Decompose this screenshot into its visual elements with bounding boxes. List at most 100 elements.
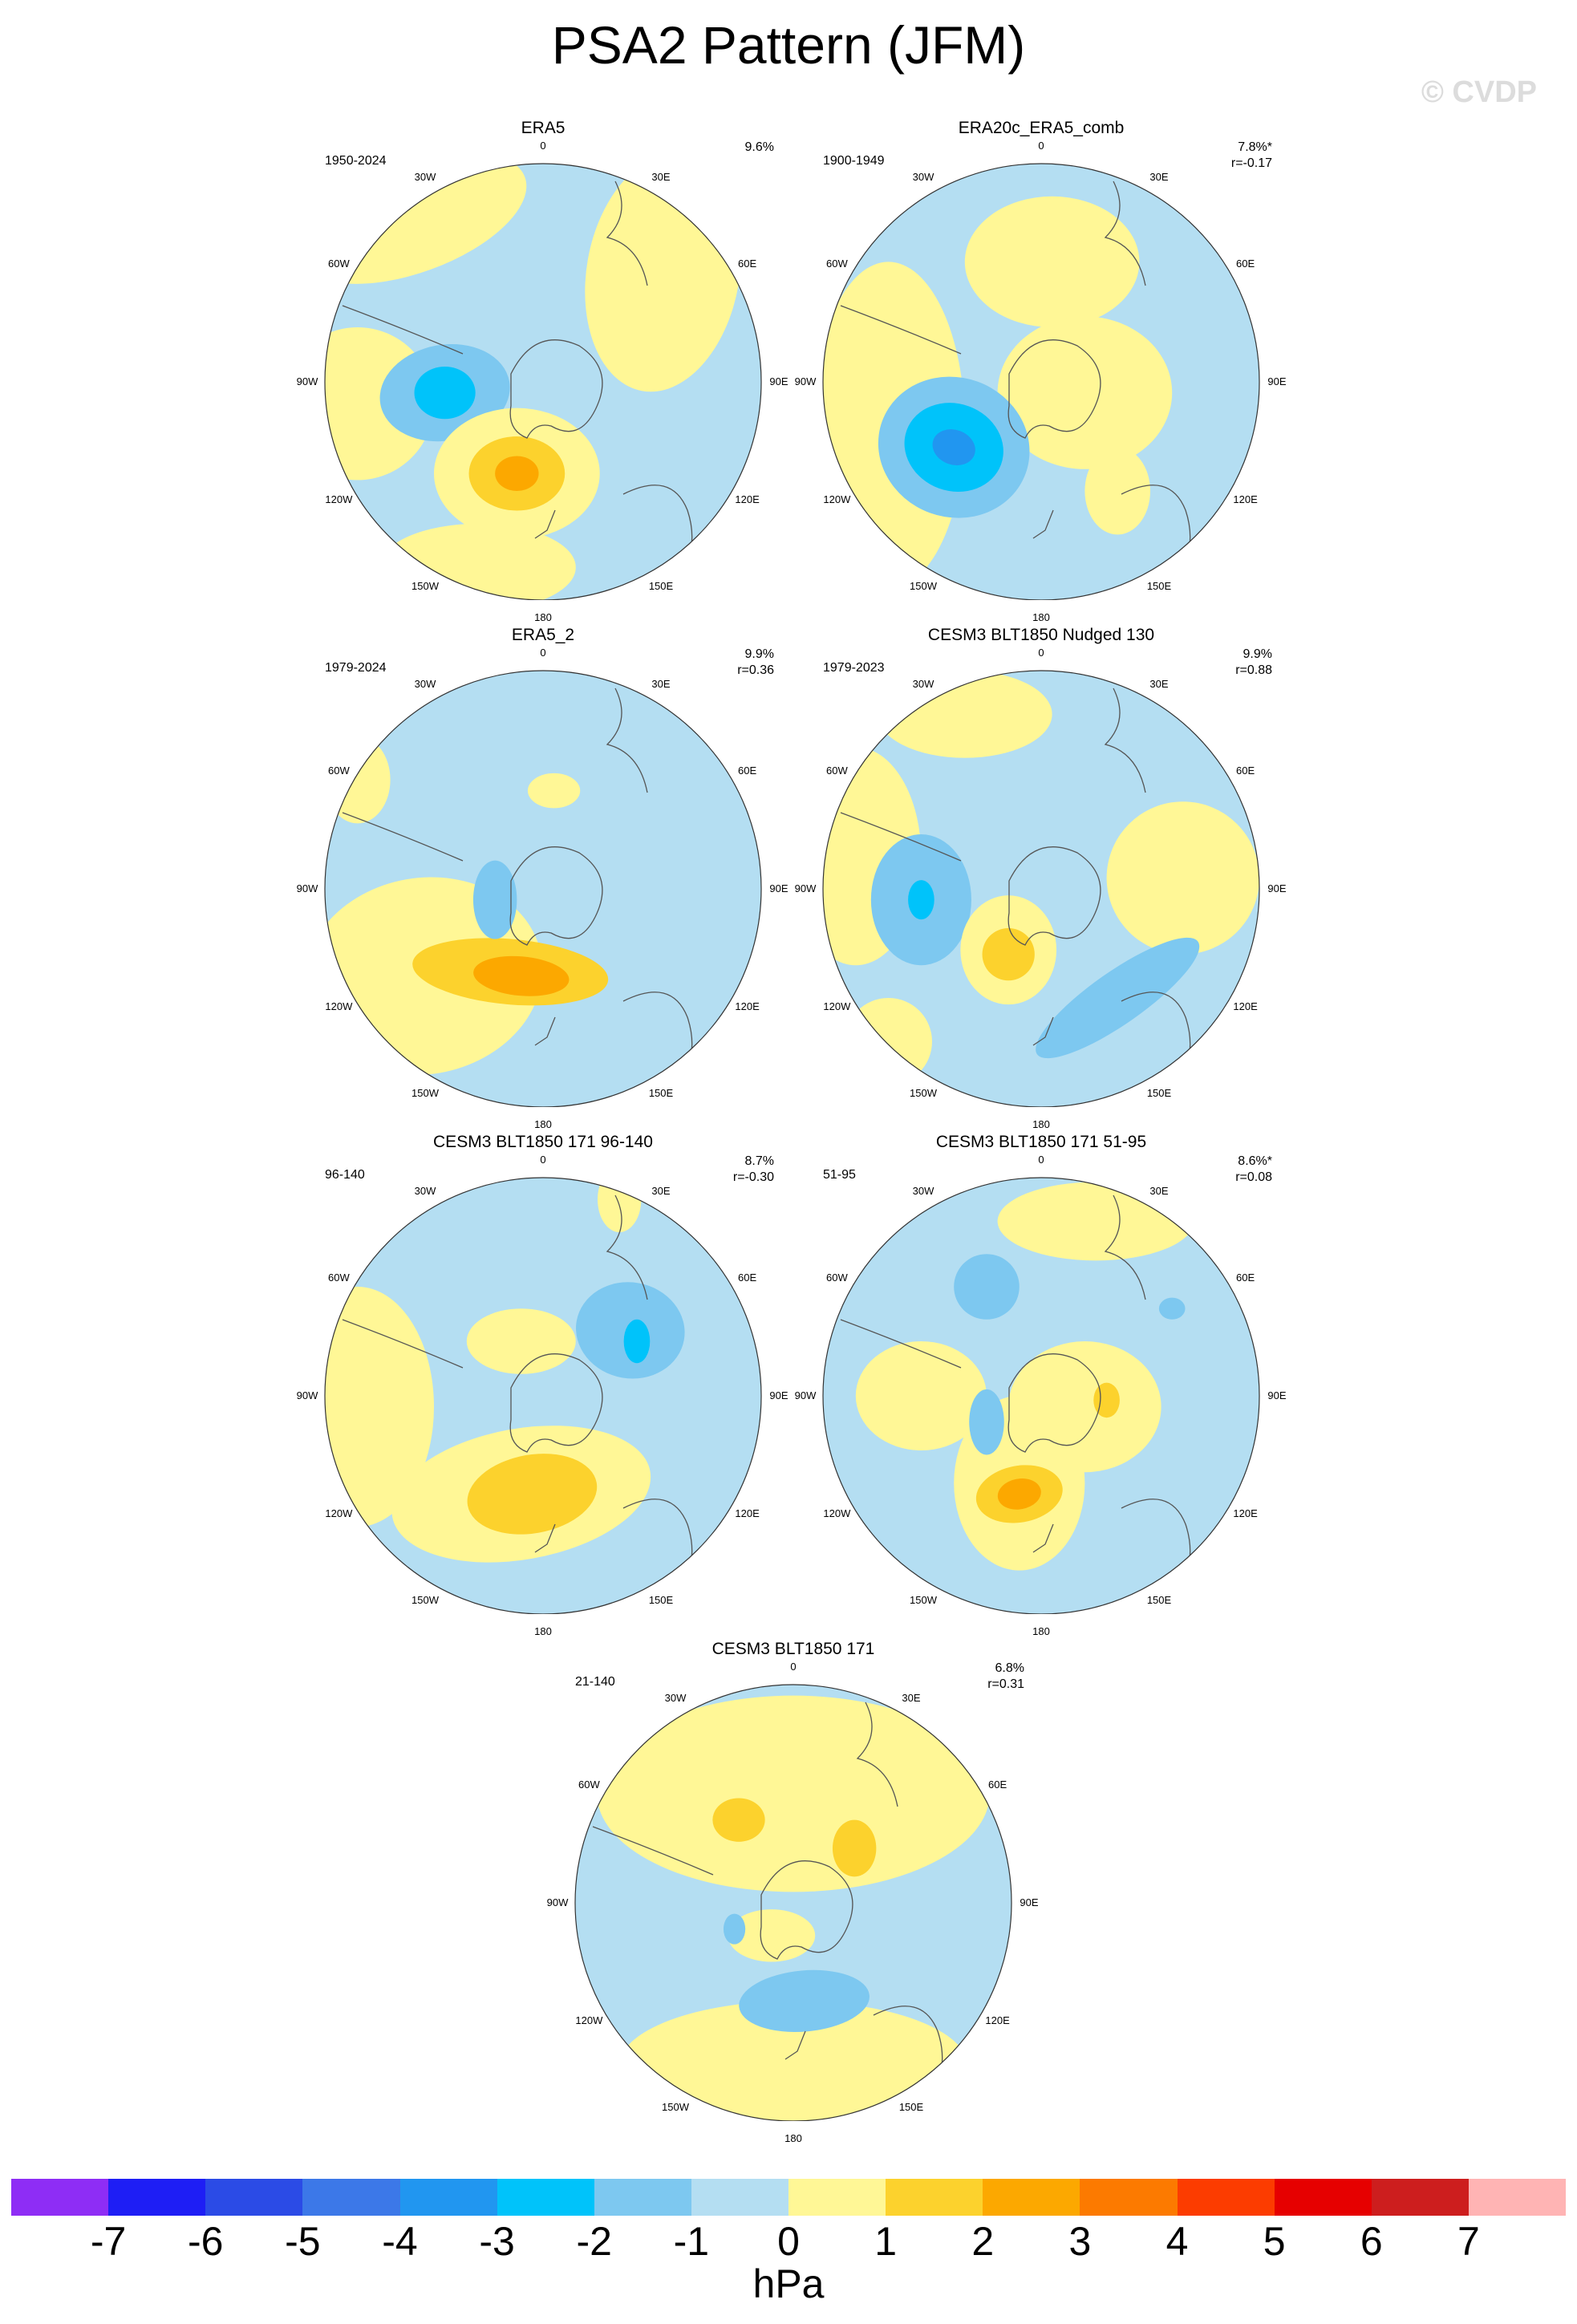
map-panel: CESM3 BLT1850 171 96-140 96-140 8.7% r=-0.3… <box>246 1133 840 1637</box>
longitude-label: 0 <box>790 1661 797 1673</box>
anomaly-contour <box>954 1254 1020 1320</box>
map-border <box>822 1177 1260 1614</box>
coastline <box>1007 1353 1101 1453</box>
colorbar-swatch <box>302 2179 400 2216</box>
coastline <box>1104 180 1146 286</box>
colorbar <box>11 2179 1566 2216</box>
longitude-label: 150E <box>648 1593 674 1606</box>
longitude-label: 30E <box>651 1185 671 1198</box>
panel-variance: 9.6% <box>744 140 774 154</box>
anomaly-contour <box>466 1308 576 1374</box>
longitude-label: 150W <box>662 2100 689 2113</box>
panel-title: CESM3 BLT1850 171 <box>711 1640 875 1658</box>
anomaly-contour <box>845 998 932 1085</box>
longitude-label: 30W <box>912 171 934 184</box>
anomaly-contour <box>1036 937 1200 1059</box>
longitude-label: 90E <box>1267 375 1287 387</box>
longitude-label: 120E <box>1233 493 1258 505</box>
colorbar-swatch <box>497 2179 594 2216</box>
colorbar-tick-label: -7 <box>90 2219 127 2264</box>
colorbar-swatch <box>399 2179 497 2216</box>
colorbar-swatch <box>1177 2179 1275 2216</box>
longitude-label: 30W <box>912 678 934 691</box>
map-border <box>324 163 762 600</box>
longitude-label: 60E <box>988 1778 1007 1791</box>
panel-variance: 7.8%* <box>1238 140 1272 154</box>
panel-years: 21-140 <box>575 1675 615 1689</box>
anomaly-contour <box>739 1969 870 2032</box>
coastline <box>606 1194 648 1300</box>
colorbar-unit: hPa <box>752 2261 825 2306</box>
anomaly-contour <box>325 1287 434 1527</box>
longitude-label: 30E <box>1149 171 1169 184</box>
longitude-label: 150E <box>898 2100 924 2113</box>
map-panel: ERA20c_ERA5_comb 1900-1949 7.8%* r=-0.17 0 30… <box>744 119 1338 623</box>
longitude-label: 0 <box>540 647 546 659</box>
colorbar-swatch <box>691 2179 788 2216</box>
anomaly-contour <box>472 860 517 939</box>
polar-map <box>574 1684 1012 2121</box>
anomaly-contour <box>723 1913 746 1945</box>
colorbar-tick-label: -3 <box>479 2219 515 2264</box>
polar-map <box>324 163 762 600</box>
colorbar-labels: -7 -6 -5 -4 -3 -2 -1 0 1 2 3 4 5 6 7 <box>0 2218 1577 2274</box>
longitude-label: 120W <box>823 1507 851 1519</box>
polar-map <box>822 670 1260 1107</box>
longitude-label: 150E <box>648 1086 674 1099</box>
longitude-label: 180 <box>534 1118 552 1130</box>
panel-variance: 8.7% <box>744 1154 774 1168</box>
coastline <box>1007 846 1101 946</box>
longitude-label: 30W <box>414 171 436 184</box>
longitude-label: 120E <box>735 1000 760 1012</box>
coastline <box>592 1826 714 1876</box>
longitude-label: 150E <box>1146 1086 1172 1099</box>
coastline <box>840 305 962 355</box>
map-panel: ERA5_2 1979-2024 9.9% r=0.36 0 30E 60E 90E 120E 1… <box>246 626 840 1130</box>
colorbar-swatch <box>983 2179 1080 2216</box>
panel-years: 1979-2023 <box>823 661 885 675</box>
longitude-label: 150W <box>411 1593 439 1606</box>
coastline <box>509 1353 603 1453</box>
coastline <box>606 180 648 286</box>
colorbar-swatch <box>1274 2179 1372 2216</box>
panel-variance: 9.9% <box>1243 647 1272 661</box>
polar-map <box>822 163 1260 600</box>
panel-years: 1979-2024 <box>325 661 387 675</box>
panel-years: 1900-1949 <box>823 154 885 168</box>
polar-map <box>324 670 762 1107</box>
anomaly-contour <box>997 1478 1041 1510</box>
panel-title: CESM3 BLT1850 171 51-95 <box>935 1133 1147 1151</box>
longitude-label: 120E <box>985 2014 1010 2026</box>
longitude-label: 120W <box>325 1000 353 1012</box>
panel-stats: 9.9% r=0.36 <box>686 647 774 679</box>
longitude-label: 180 <box>534 1625 552 1637</box>
anomaly-contour <box>832 1819 877 1877</box>
panel-stats: 7.8%* r=-0.17 <box>1184 140 1272 172</box>
coastline <box>342 812 464 862</box>
longitude-label: 180 <box>1032 611 1050 623</box>
longitude-label: 90E <box>1267 1389 1287 1401</box>
coastline <box>509 339 603 439</box>
panel-years: 96-140 <box>325 1168 365 1182</box>
panel-variance: 8.6%* <box>1238 1154 1272 1168</box>
coastline <box>840 1319 962 1369</box>
longitude-label: 60E <box>1236 765 1255 777</box>
polar-map <box>822 1177 1260 1614</box>
map-panel: CESM3 BLT1850 Nudged 130 1979-2023 9.9% r=0… <box>744 626 1338 1130</box>
colorbar-swatch <box>1468 2179 1566 2216</box>
longitude-label: 90W <box>546 1896 569 1908</box>
coastline <box>342 305 464 355</box>
anomaly-contour <box>467 1454 598 1535</box>
anomaly-contour <box>728 1909 816 1962</box>
colorbar-swatch <box>788 2179 886 2216</box>
longitude-label: 30E <box>651 171 671 184</box>
longitude-label: 90W <box>794 1389 817 1401</box>
coastline <box>534 1523 556 1553</box>
panel-title: ERA5_2 <box>511 626 575 644</box>
longitude-label: 30E <box>902 1692 921 1705</box>
longitude-label: 30W <box>664 1692 687 1705</box>
colorbar-tick-label: -6 <box>188 2219 224 2264</box>
longitude-label: 90W <box>296 375 318 387</box>
colorbar-swatch <box>205 2179 303 2216</box>
colorbar-tick-label: 6 <box>1360 2219 1383 2264</box>
